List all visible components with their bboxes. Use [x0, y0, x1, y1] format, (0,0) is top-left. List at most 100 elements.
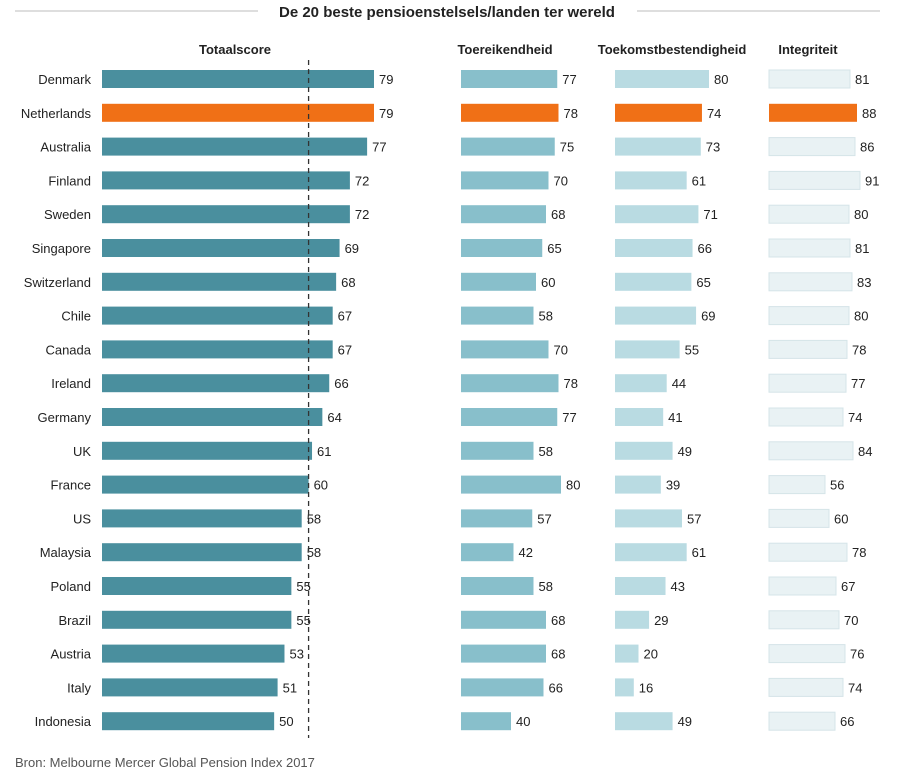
value-label-integriteit-austria: 76	[850, 647, 864, 662]
bar-toekomstbestendigheid-italy	[615, 678, 634, 697]
bar-totaalscore-australia	[102, 137, 368, 156]
bar-toekomstbestendigheid-canada	[615, 340, 680, 359]
bar-totaalscore-denmark	[102, 70, 374, 88]
bar-totaalscore-chile	[102, 306, 333, 325]
value-label-integriteit-poland: 67	[841, 579, 855, 594]
value-label-integriteit-australia: 86	[860, 140, 874, 155]
value-label-totaalscore-germany: 64	[327, 410, 341, 425]
value-label-toekomstbestendigheid-austria: 20	[644, 647, 658, 662]
value-label-toereikendheid-germany: 77	[562, 410, 576, 425]
bar-toekomstbestendigheid-ireland	[615, 374, 667, 393]
chart-marks: Denmark Netherlands Australia Finland Sweden…	[21, 60, 879, 738]
bar-toereikendheid-italy	[461, 678, 544, 697]
country-label-australia: Australia	[40, 140, 91, 155]
value-label-toekomstbestendigheid-canada: 55	[685, 342, 699, 357]
bar-toekomstbestendigheid-finland	[615, 171, 687, 190]
bar-toereikendheid-singapore	[461, 239, 543, 257]
value-label-totaalscore-switzerland: 68	[341, 275, 355, 290]
bar-toekomstbestendigheid-australia	[615, 137, 701, 156]
value-label-totaalscore-ireland: 66	[334, 376, 348, 391]
value-label-toereikendheid-singapore: 65	[547, 241, 561, 256]
bar-toereikendheid-us	[461, 509, 533, 528]
bar-toekomstbestendigheid-austria	[615, 644, 639, 663]
bar-toereikendheid-uk	[461, 441, 534, 460]
bar-totaalscore-malaysia	[102, 543, 302, 562]
bar-totaalscore-brazil	[102, 610, 292, 629]
bar-toekomstbestendigheid-poland	[615, 577, 666, 595]
country-label-uk: UK	[73, 444, 91, 459]
bar-toereikendheid-finland	[461, 171, 549, 190]
value-label-toereikendheid-indonesia: 40	[516, 714, 530, 729]
bar-totaalscore-poland	[102, 577, 292, 595]
country-label-netherlands: Netherlands	[21, 106, 92, 121]
bar-totaalscore-switzerland	[102, 272, 337, 291]
bar-toereikendheid-austria	[461, 644, 546, 663]
bar-toekomstbestendigheid-singapore	[615, 239, 693, 257]
bar-integriteit-switzerland	[768, 272, 853, 292]
value-label-toekomstbestendigheid-france: 39	[666, 478, 680, 493]
column-header-toereikendheid: Toereikendheid	[457, 42, 552, 57]
bar-toekomstbestendigheid-us	[615, 509, 682, 528]
value-label-integriteit-denmark: 81	[855, 72, 869, 87]
value-label-integriteit-germany: 74	[848, 410, 862, 425]
bar-totaalscore-austria	[102, 644, 285, 663]
value-label-toereikendheid-chile: 58	[539, 309, 553, 324]
value-label-integriteit-ireland: 77	[851, 376, 865, 391]
value-label-toekomstbestendigheid-malaysia: 61	[692, 545, 706, 560]
bar-integriteit-canada	[768, 339, 848, 359]
bar-toekomstbestendigheid-malaysia	[615, 543, 687, 562]
bar-toereikendheid-poland	[461, 577, 534, 595]
value-label-toekomstbestendigheid-italy: 16	[639, 680, 653, 695]
country-label-chile: Chile	[61, 309, 91, 324]
value-label-toekomstbestendigheid-singapore: 66	[698, 241, 712, 256]
value-label-toereikendheid-malaysia: 42	[519, 545, 533, 560]
bar-toekomstbestendigheid-germany	[615, 408, 664, 426]
bar-integriteit-austria	[768, 644, 846, 664]
bar-totaalscore-uk	[102, 441, 313, 460]
value-label-integriteit-brazil: 70	[844, 613, 858, 628]
bar-totaalscore-france	[102, 475, 309, 494]
value-label-toekomstbestendigheid-us: 57	[687, 511, 701, 526]
column-header-toekomstbestendigheid: Toekomstbestendigheid	[598, 42, 747, 57]
bar-toekomstbestendigheid-uk	[615, 441, 673, 460]
value-label-toereikendheid-canada: 70	[554, 342, 568, 357]
chart-title: De 20 beste pensioenstelsels/landen ter …	[279, 4, 615, 21]
bar-totaalscore-italy	[102, 678, 278, 697]
bar-totaalscore-us	[102, 509, 302, 528]
value-label-toekomstbestendigheid-sweden: 71	[703, 207, 717, 222]
value-label-toereikendheid-austria: 68	[551, 647, 565, 662]
country-label-ireland: Ireland	[51, 376, 91, 391]
value-label-totaalscore-malaysia: 58	[307, 545, 321, 560]
bar-integriteit-denmark	[768, 69, 851, 89]
country-label-canada: Canada	[45, 342, 91, 357]
bar-toereikendheid-denmark	[461, 70, 558, 88]
column-header-totaalscore: Totaalscore	[199, 42, 271, 57]
bar-toekomstbestendigheid-netherlands	[615, 103, 702, 122]
value-label-totaalscore-canada: 67	[338, 342, 352, 357]
bar-toereikendheid-brazil	[461, 610, 546, 629]
country-label-germany: Germany	[38, 410, 92, 425]
value-label-totaalscore-france: 60	[314, 478, 328, 493]
bar-integriteit-us	[768, 508, 830, 528]
value-label-integriteit-chile: 80	[854, 309, 868, 324]
value-label-totaalscore-singapore: 69	[345, 241, 359, 256]
bar-totaalscore-singapore	[102, 239, 340, 257]
bar-toereikendheid-malaysia	[461, 543, 514, 562]
bar-integriteit-malaysia	[768, 542, 848, 562]
value-label-totaalscore-us: 58	[307, 511, 321, 526]
bar-toekomstbestendigheid-chile	[615, 306, 697, 325]
value-label-toereikendheid-switzerland: 60	[541, 275, 555, 290]
value-label-totaalscore-poland: 55	[296, 579, 310, 594]
bar-integriteit-poland	[768, 576, 837, 596]
bar-toekomstbestendigheid-brazil	[615, 610, 650, 629]
value-label-toereikendheid-us: 57	[537, 511, 551, 526]
value-label-integriteit-canada: 78	[852, 342, 866, 357]
country-label-switzerland: Switzerland	[24, 275, 91, 290]
bar-integriteit-brazil	[768, 610, 840, 630]
value-label-toekomstbestendigheid-indonesia: 49	[678, 714, 692, 729]
value-label-toekomstbestendigheid-chile: 69	[701, 309, 715, 324]
value-label-toereikendheid-finland: 70	[554, 173, 568, 188]
bar-toekomstbestendigheid-france	[615, 475, 661, 494]
value-label-toereikendheid-france: 80	[566, 478, 580, 493]
value-label-totaalscore-denmark: 79	[379, 72, 393, 87]
